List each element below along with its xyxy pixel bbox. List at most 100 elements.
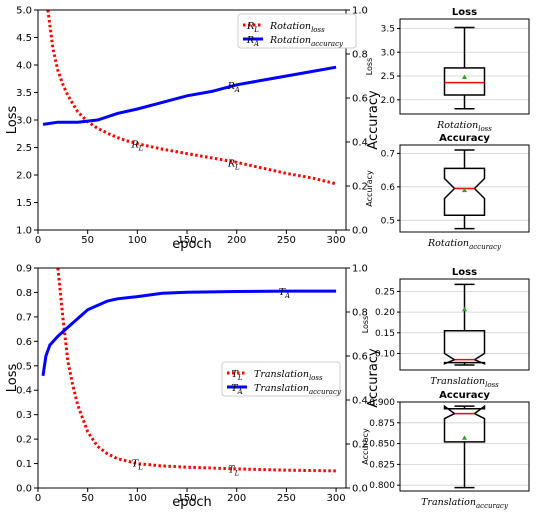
y-tick-label: 2.5 [381, 72, 395, 82]
x-tick-label: 300 [327, 493, 346, 504]
y-tick-label: 0.1 [16, 459, 32, 470]
plot-frame [399, 401, 530, 492]
y-tick-label: 0.25 [375, 287, 395, 297]
mean-marker [462, 306, 467, 312]
plot-frame [399, 144, 530, 233]
y-tick-label: 3.5 [16, 88, 32, 99]
x-tick-label: 200 [227, 493, 246, 504]
y2-axis-label: Accuracy [366, 348, 381, 408]
y2-tick-label: 0.0 [352, 226, 368, 237]
mean-marker [462, 74, 467, 79]
y2-tick-label: 0.0 [352, 484, 368, 495]
mean-marker [462, 187, 467, 193]
plot-frame [37, 267, 347, 489]
series-line-Rotation_accuracy [42, 65, 337, 126]
legend-marker: TA [231, 383, 242, 396]
x-tick-label: 250 [277, 493, 296, 504]
annotation-label: TA [279, 287, 290, 300]
y-tick-label: 3.5 [381, 25, 395, 35]
y-tick-label: 0.7 [16, 312, 32, 323]
legend: RL Rotationloss RA Rotationaccuracy [237, 13, 357, 49]
y-tick-label: 3.0 [381, 48, 396, 58]
y-axis-label: Accuracy [361, 428, 370, 465]
y2-tick-label: 0.2 [352, 440, 368, 451]
x-tick-label: 0 [35, 493, 41, 504]
y-tick-label: 0.4 [16, 386, 32, 397]
x-axis-label: Rotationloss [436, 120, 492, 133]
x-tick-label: 0 [35, 235, 41, 246]
y2-tick-label: 0.8 [352, 50, 368, 61]
annotation-label: RA [227, 81, 240, 94]
y-tick-label: 0.0 [16, 484, 32, 495]
box-title: Accuracy [439, 133, 490, 144]
legend-box [221, 361, 341, 397]
legend-label: Rotationloss [269, 21, 325, 34]
x-axis-label: Translationaccuracy [421, 497, 509, 510]
x-tick-label: 50 [81, 493, 94, 504]
mean-marker [462, 435, 467, 440]
y-tick-label: 0.875 [369, 419, 395, 429]
legend-label: Rotationaccuracy [269, 35, 344, 48]
trans-acc-box-chart: 0.800 0.825 0.850 0.875 0.900 Accuracy Accurac… [361, 390, 530, 510]
y-tick-label: 4.0 [16, 61, 32, 72]
legend-label: Translationloss [254, 369, 323, 382]
box-body [443, 329, 486, 365]
y-tick-label: 0.6 [16, 337, 32, 348]
plot-frame [399, 278, 530, 371]
y2-tick-label: 0.8 [352, 308, 368, 319]
y-tick-label: 0.8 [16, 288, 32, 299]
legend-label: Translationaccuracy [254, 383, 342, 396]
y-axis-label: Loss [5, 106, 20, 135]
y-tick-label: 0.800 [369, 481, 395, 491]
y2-tick-label: 0.4 [352, 396, 368, 407]
y-tick-label: 0.5 [16, 361, 32, 372]
y2-tick-label: 0.6 [352, 352, 368, 363]
rot-loss-box-chart: 2.0 2.5 3.0 3.5 Loss Loss Rotationloss [365, 7, 530, 133]
y-axis-label: Loss [365, 58, 374, 76]
y-tick-label: 0.9 [16, 264, 32, 275]
y-tick-label: 0.5 [381, 216, 395, 226]
series-line-Translation_loss [56, 267, 337, 473]
box-body [443, 167, 486, 217]
y-tick-label: 0.15 [375, 329, 395, 339]
y2-tick-label: 1.0 [352, 6, 368, 17]
series-line-Rotation_loss [46, 9, 337, 186]
legend-marker: RA [246, 35, 259, 48]
y-tick-label: 2.5 [16, 143, 32, 154]
x-tick-label: 100 [128, 493, 147, 504]
y-tick-label: 1.0 [16, 226, 32, 237]
x-tick-label: 150 [177, 235, 196, 246]
annotation-label: TL [132, 458, 143, 471]
x-tick-label: 150 [177, 493, 196, 504]
annotation-label: TL [228, 464, 239, 477]
legend-marker: TL [232, 369, 243, 382]
y-tick-label: 2.0 [381, 96, 396, 106]
plot-frame [399, 18, 530, 115]
y-tick-label: 1.5 [16, 198, 32, 209]
y-tick-label: 2.0 [16, 171, 32, 182]
trans-loss-box-chart: 0.10 0.15 0.20 0.25 Loss Loss Translationloss [361, 267, 530, 389]
x-axis-label: epoch [172, 495, 212, 510]
y2-tick-label: 0.6 [352, 94, 368, 105]
x-axis-label: epoch [172, 237, 212, 252]
y2-tick-label: 0.2 [352, 182, 368, 193]
y-tick-label: 0.6 [381, 183, 396, 193]
legend: TL Translationloss TA Translationaccuracy [221, 361, 342, 397]
x-axis-label: Rotationaccuracy [427, 238, 502, 251]
x-tick-label: 300 [327, 235, 346, 246]
x-tick-label: 250 [277, 235, 296, 246]
y2-axis-label: Accuracy [366, 90, 381, 150]
y-tick-label: 0.2 [16, 435, 32, 446]
y-tick-label: 5.0 [16, 6, 32, 17]
box-body [443, 404, 486, 443]
y-tick-label: 0.825 [369, 460, 395, 470]
x-tick-label: 200 [227, 235, 246, 246]
x-tick-label: 50 [81, 235, 94, 246]
series-line-Translation_accuracy [41, 289, 337, 377]
y-axis-label: Loss [361, 316, 370, 334]
annotation-label: RL [227, 158, 240, 171]
x-tick-label: 100 [128, 235, 147, 246]
